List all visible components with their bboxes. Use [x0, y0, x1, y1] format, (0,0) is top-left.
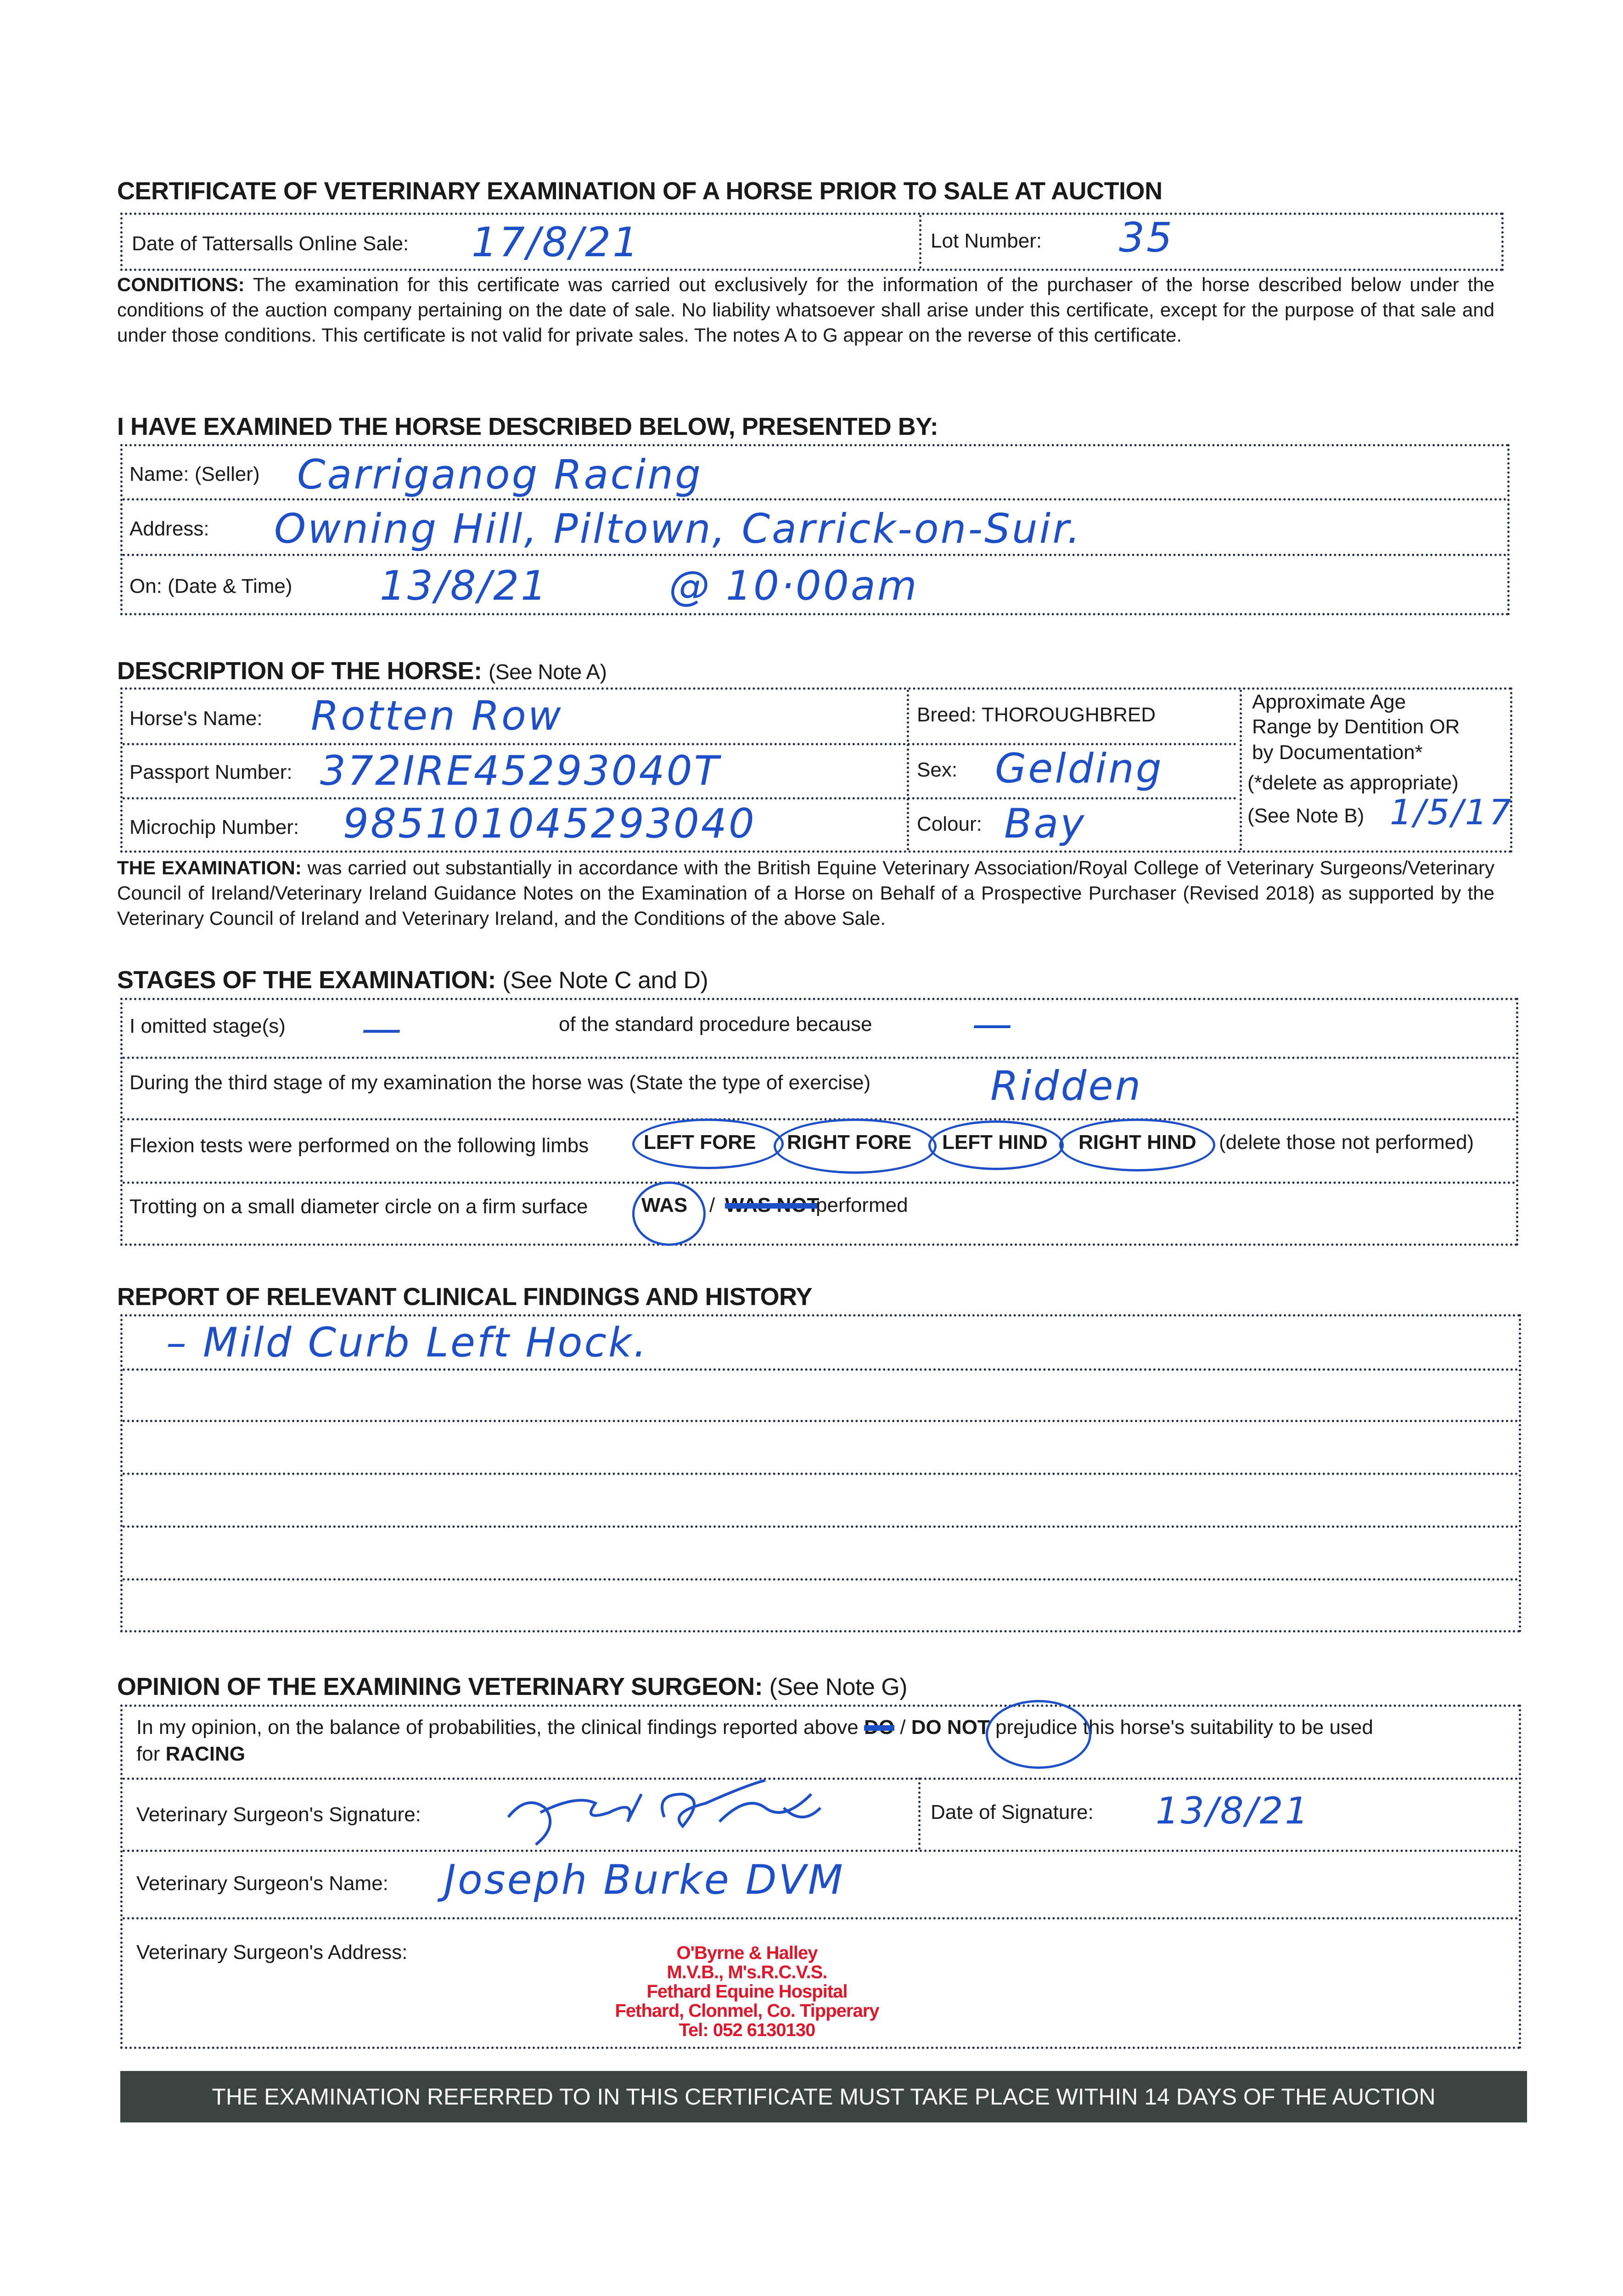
trotting-label: Trotting on a small diameter circle on a…	[129, 1195, 588, 1218]
address-label: Address:	[129, 518, 209, 540]
colour-value[interactable]: Bay	[1004, 800, 1086, 847]
omitted-label: I omitted stage(s)	[129, 1015, 286, 1037]
stages-note: (See Note C and D)	[502, 967, 708, 994]
surgeon-name-value[interactable]: Joseph Burke DVM	[444, 1856, 845, 1903]
omitted-value[interactable]: —	[361, 1005, 404, 1052]
microchip-label: Microchip Number:	[129, 816, 299, 838]
breed-label: Breed: THOROUGHBRED	[917, 703, 1156, 726]
footer-banner: THE EXAMINATION REFERRED TO IN THIS CERT…	[120, 2071, 1527, 2122]
description-note: (See Note A)	[489, 660, 607, 684]
sale-date-value[interactable]: 17/8/21	[472, 219, 640, 266]
because-label: of the standard procedure because	[559, 1013, 872, 1035]
opinion-text: In my opinion, on the balance of probabi…	[136, 1716, 1373, 1739]
surgeon-address-label: Veterinary Surgeon's Address:	[136, 1941, 408, 1964]
certificate-title: CERTIFICATE OF VETERINARY EXAMINATION OF…	[117, 177, 1162, 205]
signature-label: Veterinary Surgeon's Signature:	[136, 1803, 421, 1826]
seller-name-value[interactable]: Carriganog Racing	[297, 451, 702, 498]
report-line-1[interactable]: – Mild Curb Left Hock.	[166, 1319, 648, 1366]
opinion-box: In my opinion, on the balance of probabi…	[120, 1700, 1521, 2049]
exam-time-value[interactable]: @ 10·00am	[669, 562, 919, 609]
opinion-heading: OPINION OF THE EXAMINING VETERINARY SURG…	[117, 1672, 908, 1701]
third-stage-value[interactable]: Ridden	[990, 1062, 1143, 1109]
examination-text: THE EXAMINATION: was carried out substan…	[117, 855, 1494, 931]
conditions-label: CONDITIONS:	[117, 274, 245, 295]
circle-left-fore	[632, 1119, 784, 1169]
practice-stamp: O'Byrne & Halley M.V.B., M's.R.C.V.S. Fe…	[490, 1943, 1004, 2040]
sale-box: Date of Tattersalls Online Sale: 17/8/21…	[120, 213, 1504, 271]
opinion-for: for RACING	[136, 1743, 245, 1766]
description-heading: DESCRIPTION OF THE HORSE: (See Note A)	[117, 657, 607, 685]
circle-right-hind	[1059, 1119, 1215, 1171]
conditions-body: The examination for this certificate was…	[117, 274, 1494, 346]
exam-date-value[interactable]: 13/8/21	[380, 562, 549, 609]
stamp-line: Fethard Equine Hospital	[646, 1981, 848, 2002]
surgeon-name-label: Veterinary Surgeon's Name:	[136, 1872, 388, 1895]
opinion-do-not[interactable]: DO NOT	[911, 1716, 990, 1739]
exam-datetime-label: On: (Date & Time)	[129, 575, 292, 597]
stamp-line: O'Byrne & Halley	[676, 1943, 818, 1963]
opinion-text-before: In my opinion, on the balance of probabi…	[136, 1716, 864, 1739]
date-of-signature-value[interactable]: 13/8/21	[1156, 1790, 1310, 1832]
description-heading-text: DESCRIPTION OF THE HORSE:	[117, 657, 482, 685]
third-stage-label: During the third stage of my examination…	[129, 1071, 871, 1094]
stamp-line: Fethard, Clonmel, Co. Tipperary	[615, 2001, 879, 2021]
address-value[interactable]: Owning Hill, Piltown, Carrick-on-Suir.	[274, 505, 1082, 552]
for-label: for	[136, 1743, 166, 1765]
horse-description-box: Horse's Name: Rotten Row Passport Number…	[120, 687, 1512, 853]
flexion-suffix: (delete those not performed)	[1219, 1131, 1474, 1154]
passport-label: Passport Number:	[129, 761, 292, 783]
trotting-was-not[interactable]: WAS NOT	[725, 1194, 820, 1216]
stamp-line: Tel: 052 6130130	[679, 2020, 816, 2040]
age-line-4: (*delete as appropriate)	[1247, 771, 1459, 794]
stages-box: I omitted stage(s) — of the standard pro…	[120, 998, 1518, 1246]
examination-label: THE EXAMINATION:	[117, 857, 302, 878]
stamp-line: M.V.B., M's.R.C.V.S.	[667, 1962, 828, 1982]
lot-number-label: Lot Number:	[931, 230, 1042, 252]
report-heading: REPORT OF RELEVANT CLINICAL FINDINGS AND…	[117, 1283, 813, 1311]
seller-box: Name: (Seller) Carriganog Racing Address…	[120, 444, 1510, 615]
for-value: RACING	[165, 1743, 246, 1765]
circle-left-hind	[928, 1120, 1064, 1170]
conditions-text: CONDITIONS: The examination for this cer…	[117, 272, 1494, 348]
because-value[interactable]: —	[972, 1000, 1014, 1047]
colour-label: Colour:	[917, 813, 982, 835]
circle-right-fore	[774, 1119, 937, 1174]
opinion-note: (See Note G)	[769, 1674, 908, 1700]
age-line-1: Approximate Age	[1252, 691, 1406, 713]
horse-name-value[interactable]: Rotten Row	[311, 692, 563, 739]
age-value[interactable]: 1/5/17	[1390, 792, 1513, 833]
circle-do-not	[986, 1700, 1091, 1769]
sex-label: Sex:	[917, 759, 958, 781]
circle-was	[632, 1182, 706, 1246]
lot-number-value[interactable]: 35	[1119, 214, 1174, 261]
age-line-5: (See Note B)	[1247, 805, 1365, 827]
age-line-3: by Documentation*	[1252, 741, 1423, 764]
report-box: – Mild Curb Left Hock.	[120, 1314, 1521, 1632]
signature-image	[507, 1779, 822, 1846]
sex-value[interactable]: Gelding	[995, 745, 1163, 792]
opinion-heading-text: OPINION OF THE EXAMINING VETERINARY SURG…	[117, 1673, 763, 1700]
seller-name-label: Name: (Seller)	[129, 463, 260, 485]
trotting-suffix: performed	[816, 1194, 908, 1216]
date-of-signature-label: Date of Signature:	[931, 1801, 1094, 1823]
stages-heading: STAGES OF THE EXAMINATION: (See Note C a…	[117, 966, 708, 994]
flexion-label: Flexion tests were performed on the foll…	[129, 1134, 589, 1157]
opinion-do[interactable]: DO	[864, 1716, 894, 1739]
stages-heading-text: STAGES OF THE EXAMINATION:	[117, 966, 496, 994]
age-line-2: Range by Dentition OR	[1252, 715, 1460, 738]
presented-heading: I HAVE EXAMINED THE HORSE DESCRIBED BELO…	[117, 413, 938, 440]
horse-name-label: Horse's Name:	[129, 707, 263, 730]
passport-value[interactable]: 372IRE45293040T	[320, 747, 721, 794]
examination-body: was carried out substantially in accorda…	[117, 857, 1494, 929]
microchip-value[interactable]: 985101045293040	[343, 800, 756, 847]
sale-date-label: Date of Tattersalls Online Sale:	[132, 232, 409, 255]
